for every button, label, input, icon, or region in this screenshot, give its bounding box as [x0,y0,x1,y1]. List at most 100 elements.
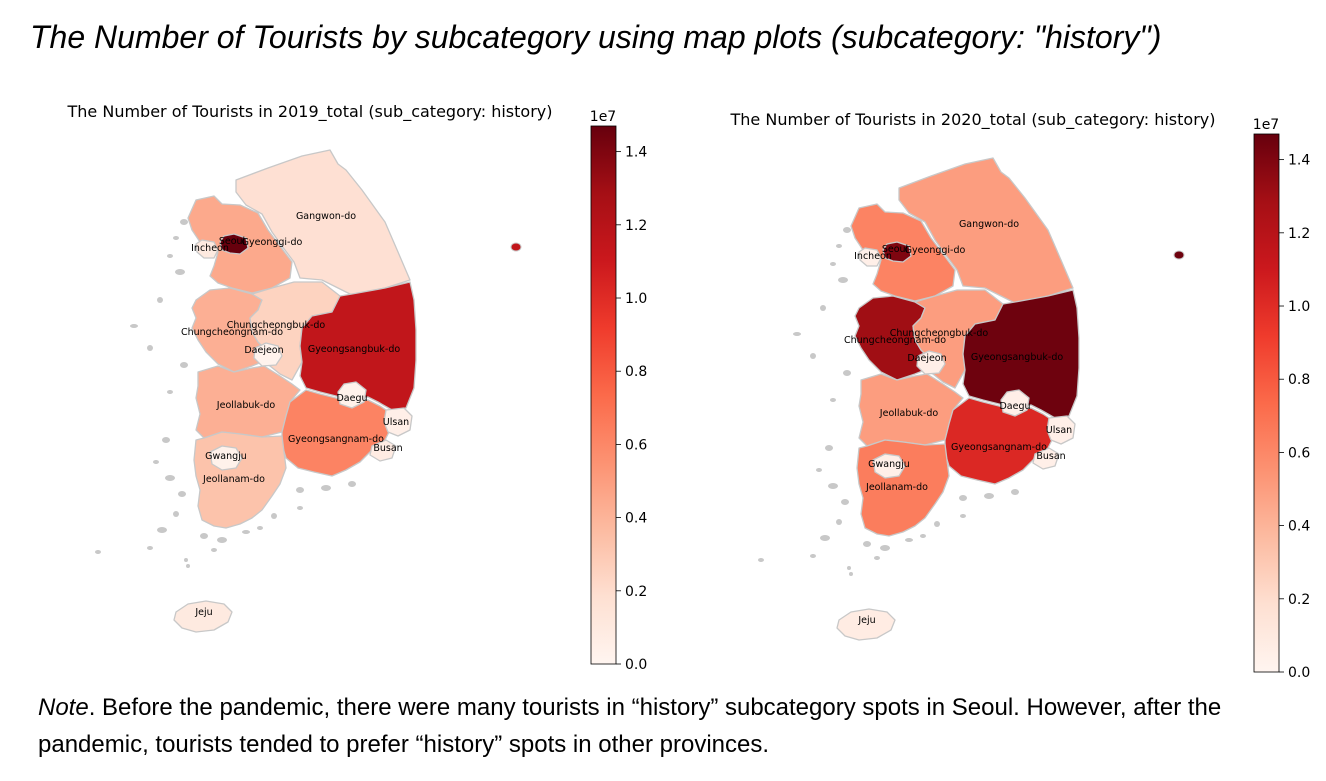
region-seoul [219,233,249,255]
coastal-island-speck [175,269,185,275]
coastal-island-speck [184,558,188,562]
region-label-gyeonggi-do: Gyeonggi-do [905,245,966,256]
coastal-island-speck [271,513,277,519]
region-label-chungcheongnam-do: Chungcheongnam-do [844,335,946,346]
coastal-island-speck [830,398,836,402]
coastal-island-speck [297,506,303,510]
colorbar-tick-label: 0.8 [1288,372,1310,388]
region-label-jeollanam-do: Jeollanam-do [865,482,928,493]
coastal-island-speck [849,572,853,576]
colorbar-tick-label: 1.4 [625,145,647,161]
coastal-island-speck [178,491,186,497]
colorbar-exponent: 1e7 [1253,117,1279,133]
coastal-island-speck [173,236,179,240]
region-ulsan [1046,415,1076,445]
coastal-island-speck [793,332,801,336]
coastal-island-speck [758,558,764,562]
region-label-gwangju: Gwangju [205,451,247,462]
region-label-jeollanam-do: Jeollanam-do [202,474,265,485]
region-label-chungcheongbuk-do: Chungcheongbuk-do [227,320,326,331]
region-incheon [195,239,219,259]
coastal-island-speck [296,487,304,493]
colorbar-tick-label: 1.2 [625,218,647,234]
colorbar-tick-label: 0.0 [625,657,647,673]
region-seoul [882,241,912,263]
coastal-island-speck [173,511,179,517]
coastal-island-speck [880,545,890,551]
coastal-island-speck [920,534,926,538]
region-label-gangwon-do: Gangwon-do [959,219,1019,230]
colorbar-tick-label: 0.2 [1288,592,1310,608]
colorbar-tick-label: 0.2 [625,584,647,600]
region-label-incheon: Incheon [191,243,229,254]
region-gyeongsangbuk-do [299,281,417,411]
coastal-island-speck [843,227,851,233]
coastal-island-speck [95,550,101,554]
region-label-ulsan: Ulsan [1046,425,1072,436]
ulleungdo-island [510,242,522,252]
coastal-island-speck [836,244,842,248]
region-daegu [1000,389,1030,417]
coastal-island-speck [162,437,170,443]
coastal-island-speck [257,526,263,530]
region-label-busan: Busan [1036,451,1065,462]
coastal-island-speck [321,485,331,491]
colorbar-tick-label: 0.4 [1288,519,1310,535]
ulleungdo-island [1173,250,1185,260]
map-panel-2019: The Number of Tourists in 2019_total (su… [0,95,663,689]
coastal-island-speck [820,305,826,311]
region-gyeongsangbuk-do [962,289,1080,419]
coastal-island-speck [828,483,838,489]
coastal-island-speck [130,324,138,328]
coastal-island-speck [843,370,851,376]
colorbar-tick-label: 1.0 [1288,299,1310,315]
coastal-island-speck [157,297,163,303]
coastal-island-speck [841,499,849,505]
coastal-island-speck [217,537,227,543]
region-busan [1032,447,1060,470]
region-daejeon [916,350,946,375]
region-jeju [173,600,233,633]
region-label-chungcheongnam-do: Chungcheongnam-do [181,327,283,338]
region-ulsan [383,407,413,437]
coastal-island-speck [838,277,848,283]
coastal-island-speck [348,481,356,487]
coastal-island-speck [847,566,851,570]
coastal-island-speck [153,460,159,464]
region-label-jeollabuk-do: Jeollabuk-do [879,408,939,419]
region-label-gwangju: Gwangju [868,459,910,470]
region-label-seoul: Seoul [219,236,245,247]
note-paragraph: Note. Before the pandemic, there were ma… [38,689,1308,763]
coastal-island-speck [147,546,153,550]
colorbar-gradient [590,125,617,665]
region-label-daejeon: Daejeon [907,353,946,364]
colorbar-tick-label: 0.6 [1288,445,1310,461]
colorbar-exponent: 1e7 [590,109,616,125]
coastal-island-speck [934,521,940,527]
colorbar-tick-label: 1.4 [1288,153,1310,169]
region-daejeon [253,342,283,367]
region-label-incheon: Incheon [854,251,892,262]
region-label-jeollabuk-do: Jeollabuk-do [216,400,276,411]
coastal-island-speck [863,541,871,547]
coastal-island-speck [200,533,208,539]
coastal-island-speck [816,468,822,472]
coastal-island-speck [905,538,913,542]
region-label-seoul: Seoul [882,244,908,255]
coastal-island-speck [960,514,966,518]
coastal-island-speck [157,527,167,533]
region-label-chungcheongbuk-do: Chungcheongbuk-do [890,328,989,339]
coastal-island-speck [186,564,190,568]
colorbar-tick-label: 1.0 [625,291,647,307]
note-label: Note [38,694,89,721]
region-label-gyeongsangnam-do: Gyeongsangnam-do [951,442,1047,453]
region-label-gyeonggi-do: Gyeonggi-do [242,237,303,248]
region-jeju [836,608,896,641]
choropleth-map-2019: The Number of Tourists in 2019_total (su… [67,102,648,673]
region-label-busan: Busan [373,443,402,454]
map-title: The Number of Tourists in 2019_total (su… [67,102,553,122]
coastal-island-speck [242,530,250,534]
coastal-island-speck [825,445,833,451]
region-label-daegu: Daegu [999,401,1030,412]
